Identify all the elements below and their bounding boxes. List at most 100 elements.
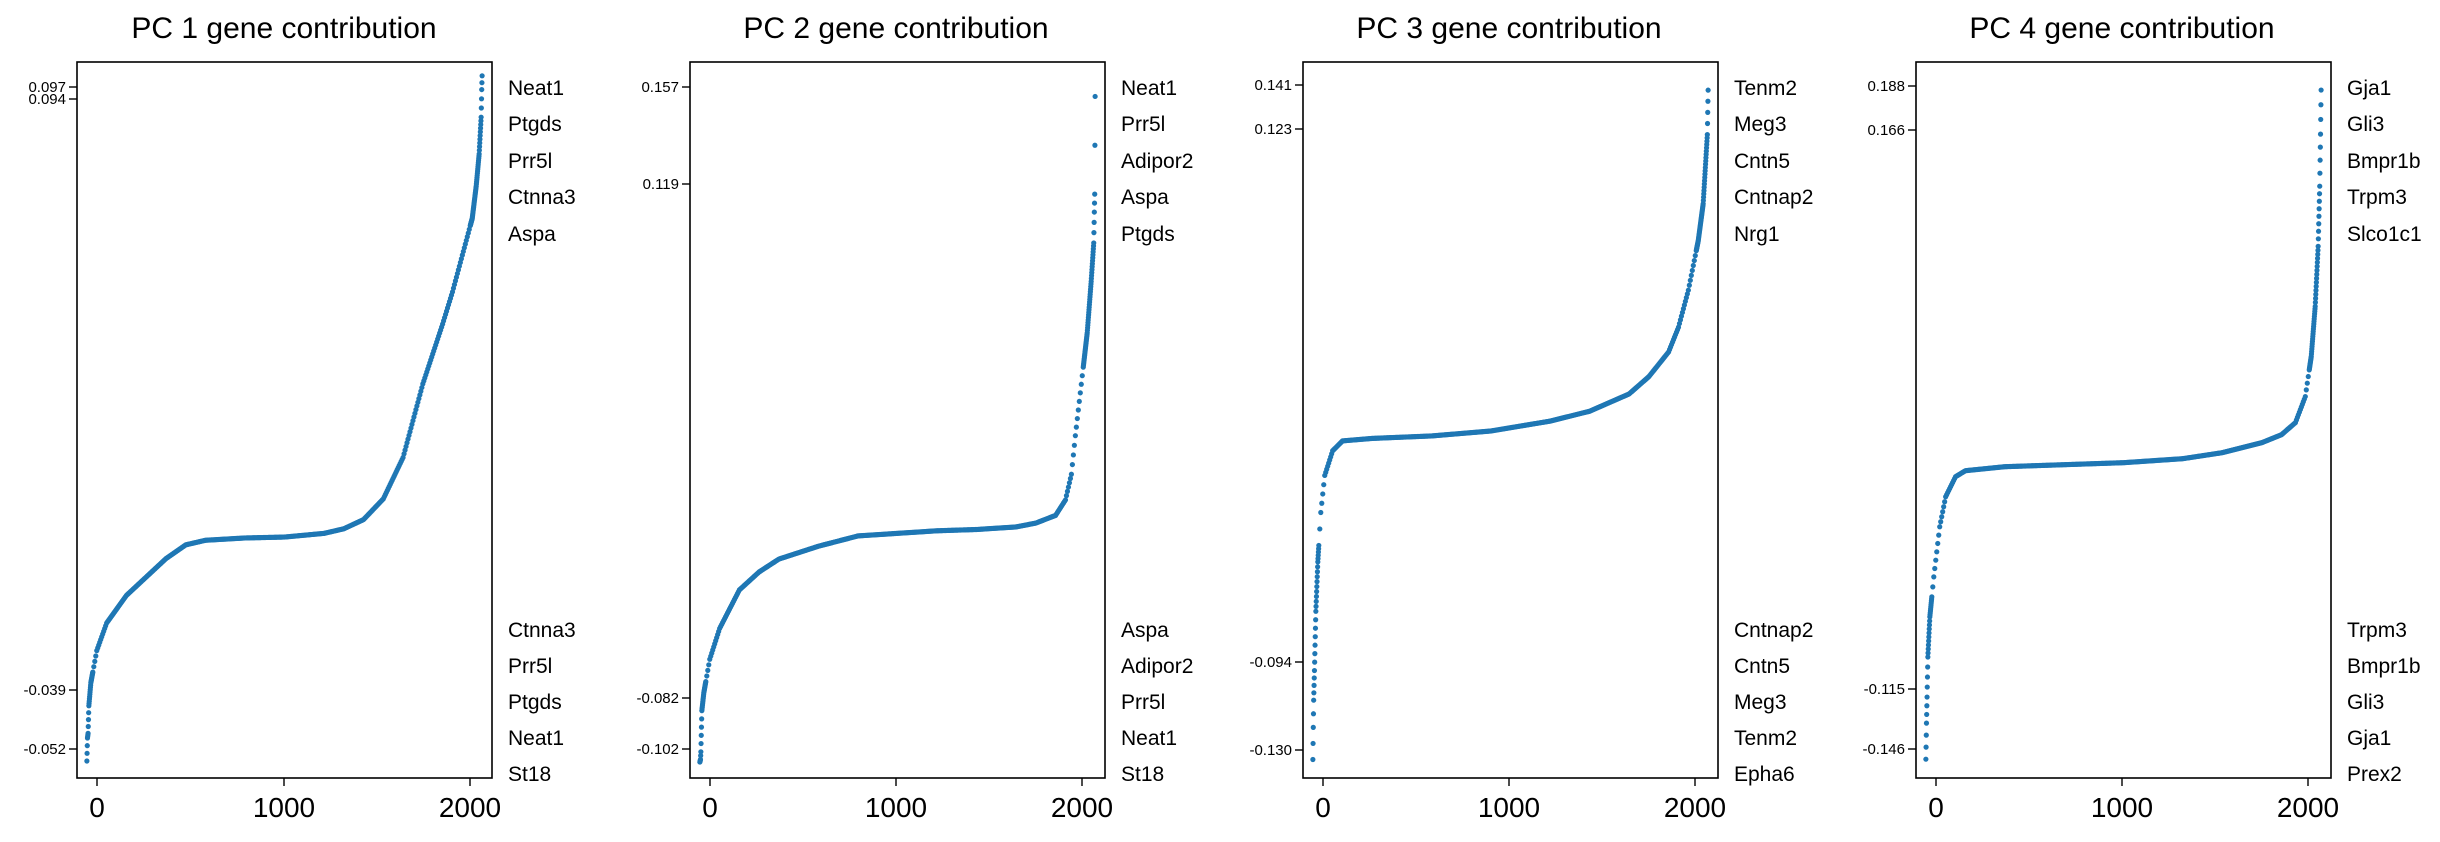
data-point <box>2312 303 2318 310</box>
pc2-xtick-label-2: 2000 <box>1051 792 1113 823</box>
data-point <box>1938 519 1944 525</box>
data-point <box>1704 120 1711 127</box>
data-point <box>1312 659 1318 665</box>
data-point <box>1314 579 1320 585</box>
pc1-bottom-gene-1: Ctnna3 <box>508 619 576 642</box>
data-point <box>478 114 484 120</box>
data-point <box>1926 638 1932 644</box>
data-point <box>85 717 92 723</box>
data-point <box>1691 257 1697 264</box>
data-point <box>1925 646 1931 652</box>
pc3-top-gene-4: Cntnap2 <box>1734 186 1813 209</box>
data-point <box>1925 642 1932 648</box>
pc2-axes-frame <box>689 61 1106 779</box>
data-point <box>2302 393 2308 400</box>
pc4-top-gene-3: Bmpr1b <box>2347 150 2421 173</box>
pc2-xtick-label-1: 1000 <box>865 792 927 823</box>
data-point <box>1315 564 1321 570</box>
pc4-top-gene-1: Gja1 <box>2347 77 2391 100</box>
data-point <box>1313 603 1319 609</box>
pc1-title: PC 1 gene contribution <box>131 12 436 45</box>
data-point <box>478 121 484 128</box>
data-point <box>2305 373 2311 380</box>
data-point <box>2313 275 2320 281</box>
data-point <box>1925 654 1931 660</box>
data-point <box>1926 626 1932 632</box>
pc1-bottom-gene-3: Ptgds <box>508 691 562 714</box>
data-point <box>1936 532 1942 538</box>
data-point <box>1942 499 1948 505</box>
pc4-xtick-0: 0 <box>1928 778 1944 823</box>
data-point <box>1923 756 1929 762</box>
pc3-bottom-gene-3: Meg3 <box>1734 691 1787 714</box>
pc3-xtick-label-2: 2000 <box>1664 792 1726 823</box>
pc3-bottom-gene-5: Epha6 <box>1734 763 1795 786</box>
data-point <box>1705 109 1711 115</box>
data-point <box>698 753 704 759</box>
pc1-ytick-label-0: 0.097 <box>28 79 66 96</box>
pc3-ytick-1: 0.123 <box>1254 121 1303 138</box>
pc4-ytick-0: 0.188 <box>1867 78 1916 95</box>
data-point <box>1924 694 1930 700</box>
data-point <box>476 144 483 150</box>
data-point <box>1923 732 1929 738</box>
data-point <box>2318 102 2324 108</box>
pc4-ytick-label-0: 0.188 <box>1867 78 1905 95</box>
data-point <box>1062 497 1069 503</box>
data-point <box>1092 142 1098 148</box>
panel-pc1: PC 1 gene contribution 0.097 0.094 -0.03… <box>23 12 575 823</box>
data-point <box>2315 251 2321 257</box>
data-point <box>698 749 704 755</box>
data-point <box>476 151 482 157</box>
data-point <box>1319 500 1325 506</box>
data-point <box>1068 471 1074 477</box>
data-point <box>2313 279 2319 285</box>
data-point <box>1312 634 1318 640</box>
panel-pc3: PC 3 gene contribution 0.141 0.123 -0.09… <box>1249 12 1813 823</box>
pc3-xtick-label-1: 1000 <box>1478 792 1540 823</box>
data-point <box>1078 381 1084 387</box>
data-point <box>2318 87 2324 93</box>
data-point <box>1939 514 1945 520</box>
pc2-ytick-label-1: 0.119 <box>643 176 679 193</box>
data-point <box>1925 664 1931 670</box>
data-point <box>2303 387 2309 393</box>
data-point <box>1091 240 1097 246</box>
pc2-points <box>697 93 1098 765</box>
pc2-bottom-gene-3: Prr5l <box>1121 691 1165 714</box>
data-point <box>2314 271 2320 277</box>
pc2-top-gene-2: Prr5l <box>1121 113 1165 136</box>
pc2-ytick-3: -0.102 <box>636 741 690 758</box>
data-point <box>2312 299 2318 305</box>
pc3-points <box>1310 87 1711 763</box>
data-point <box>1687 277 1693 283</box>
data-point <box>1941 504 1947 510</box>
pc2-xtick-2: 2000 <box>1051 778 1113 823</box>
panel-pc4: PC 4 gene contribution 0.188 0.166 -0.11… <box>1862 12 2421 823</box>
data-point <box>477 136 483 142</box>
data-point <box>1926 634 1932 640</box>
data-point <box>1311 697 1317 703</box>
pc4-ytick-3: -0.146 <box>1862 741 1916 758</box>
data-point <box>479 86 485 93</box>
data-point <box>2314 259 2320 265</box>
data-point <box>1930 584 1936 590</box>
pc4-xtick-1: 1000 <box>2091 778 2153 823</box>
data-point <box>2317 131 2324 137</box>
pc2-xtick-label-0: 0 <box>702 792 718 823</box>
pc4-ytick-1: 0.166 <box>1867 122 1916 139</box>
data-point <box>1317 526 1323 532</box>
pc2-ytick-label-0: 0.157 <box>641 79 679 96</box>
data-point <box>1692 253 1698 259</box>
pc3-xtick-2: 2000 <box>1664 778 1726 823</box>
data-point <box>1066 480 1073 486</box>
pc1-ytick-0: 0.097 <box>28 79 77 96</box>
pc2-bottom-gene-2: Adipor2 <box>1121 655 1193 678</box>
pc3-title: PC 3 gene contribution <box>1356 12 1661 45</box>
data-point <box>1932 565 1938 572</box>
pc1-bottom-gene-2: Prr5l <box>508 655 552 678</box>
data-point <box>1934 549 1940 555</box>
data-point <box>84 750 90 756</box>
data-point <box>1318 509 1324 516</box>
